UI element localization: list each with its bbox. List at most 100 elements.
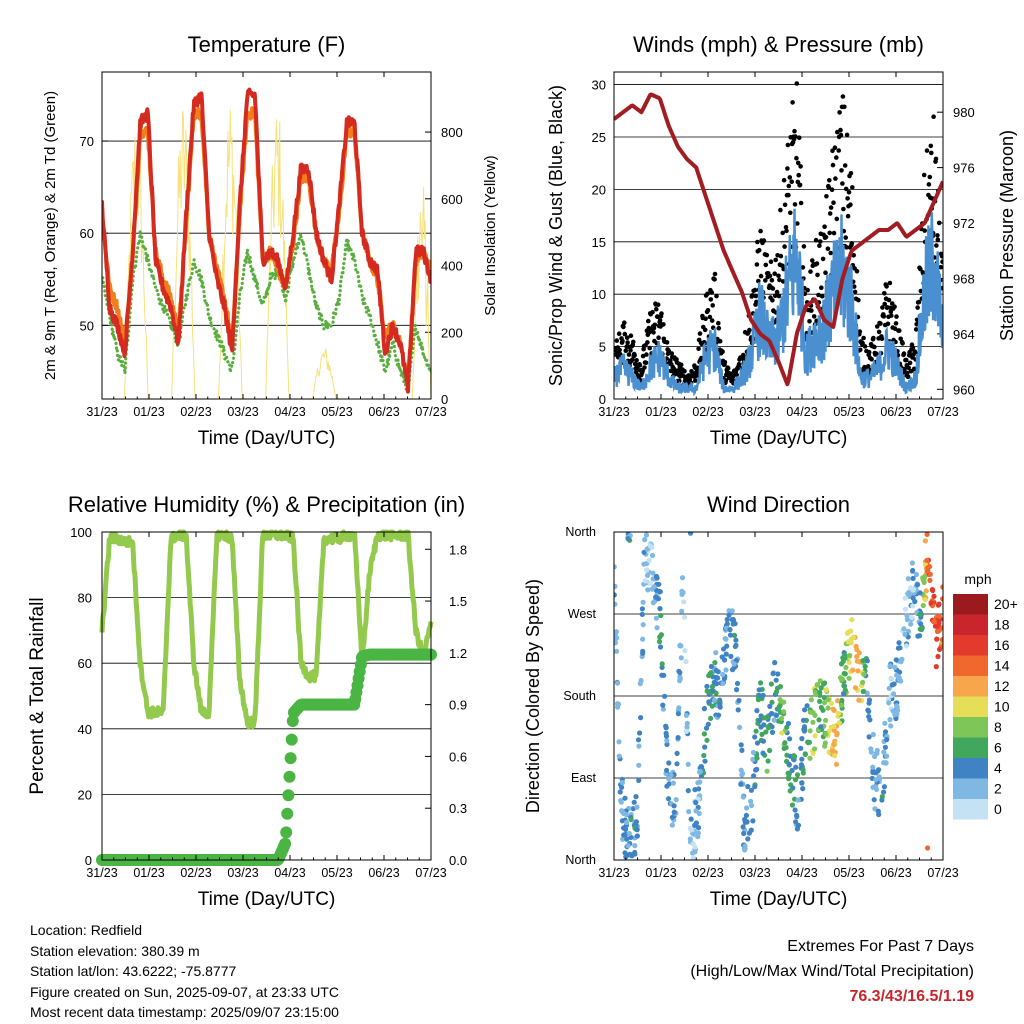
direction-point [877, 775, 883, 781]
direction-point [852, 685, 859, 691]
direction-point [787, 736, 793, 742]
gust-point [824, 194, 829, 199]
gust-point [622, 331, 628, 337]
gust-point [892, 304, 897, 310]
temperature-xtick-label: 05/23 [321, 405, 352, 419]
gust-point [763, 262, 769, 268]
direction-point [625, 843, 631, 849]
direction-point [669, 814, 676, 820]
gust-point [818, 239, 823, 244]
direction-point [709, 684, 715, 690]
temperature-ylabel-right: Solar Insolation (Yellow) [482, 155, 499, 315]
humidity-ytick-right-label: 0.6 [449, 749, 467, 764]
direction-point [663, 733, 670, 739]
direction-point [688, 816, 694, 822]
direction-point [866, 700, 872, 706]
gust-point [939, 253, 943, 259]
direction-point [681, 599, 687, 605]
direction-point [767, 703, 773, 710]
gust-point [831, 200, 836, 205]
gust-point [712, 271, 718, 277]
direction-point [639, 606, 646, 612]
gust-point [654, 306, 659, 312]
direction-point [724, 616, 730, 623]
direction-point [711, 679, 717, 685]
gust-point [782, 202, 788, 208]
direction-point [733, 637, 739, 643]
direction-point [677, 670, 683, 676]
direction-point [634, 833, 641, 839]
humidity-ytick-right-label: 1.5 [449, 594, 467, 609]
direction-point [905, 591, 911, 597]
direction-point [821, 681, 827, 687]
gust-point [789, 179, 794, 184]
direction-point [777, 703, 783, 709]
direction-point [773, 712, 780, 719]
gust-point [885, 321, 891, 327]
humidity-ytick-right-label: 0.9 [449, 698, 467, 713]
direction-point [748, 798, 754, 804]
direction-point [664, 741, 670, 748]
direction-point [687, 836, 693, 842]
humidity-ylabel: Percent & Total Rainfall [27, 597, 48, 794]
direction-ytick-label: North [565, 525, 596, 539]
winds-ytick-label: 20 [592, 182, 606, 197]
humidity-xtick-label: 05/23 [321, 866, 352, 880]
direction-point [736, 697, 742, 704]
gust-point [620, 338, 625, 344]
gust-point [617, 347, 622, 353]
direction-point [786, 761, 792, 767]
direction-point [653, 594, 659, 600]
direction-point [831, 741, 837, 747]
direction-point [643, 532, 650, 538]
gust-point [697, 331, 703, 336]
winds-ytick-right-label: 968 [953, 271, 975, 286]
legend-label: 14 [994, 658, 1010, 674]
gust-point [616, 331, 622, 337]
gust-point [805, 287, 810, 293]
direction-point [758, 724, 764, 730]
gust-point [678, 362, 684, 368]
gust-point [709, 290, 715, 295]
direction-point [626, 852, 632, 858]
direction-point [939, 637, 943, 643]
gust-point [829, 187, 835, 192]
humidity-ytick-right-label: 0.0 [449, 853, 467, 868]
direction-point [855, 668, 861, 674]
gust-point [786, 183, 792, 189]
gust-point [811, 314, 817, 319]
direction-point [637, 730, 643, 736]
gust-point [625, 340, 630, 345]
gust-point [631, 339, 636, 345]
direction-point [875, 808, 881, 814]
direction-point [766, 725, 772, 731]
gust-point [813, 237, 819, 243]
gust-point [915, 305, 920, 310]
gust-point [921, 172, 927, 178]
temperature-xtick-label: 04/23 [274, 405, 305, 419]
temperature-ylabel: 2m & 9m T (Red, Orange) & 2m Td (Green) [42, 91, 59, 380]
direction-point [650, 570, 656, 576]
direction-point [634, 804, 640, 810]
gust-point [623, 348, 629, 354]
precip-point [283, 770, 296, 783]
direction-point [714, 675, 720, 681]
direction-point [873, 786, 880, 793]
gust-point [797, 182, 803, 188]
gust-point [912, 366, 917, 372]
direction-point [708, 715, 714, 722]
gust-point [827, 230, 832, 236]
direction-point [752, 784, 758, 790]
direction-point [738, 742, 744, 748]
direction-point [615, 680, 621, 686]
direction-point [681, 614, 688, 620]
direction-point [622, 795, 628, 801]
humidity-ytick-label: 40 [78, 722, 92, 737]
direction-point [860, 688, 866, 695]
gust-point [669, 351, 675, 356]
direction-point [800, 717, 807, 723]
direction-point [665, 796, 672, 802]
direction-point [645, 587, 651, 593]
gust-point [834, 155, 839, 160]
